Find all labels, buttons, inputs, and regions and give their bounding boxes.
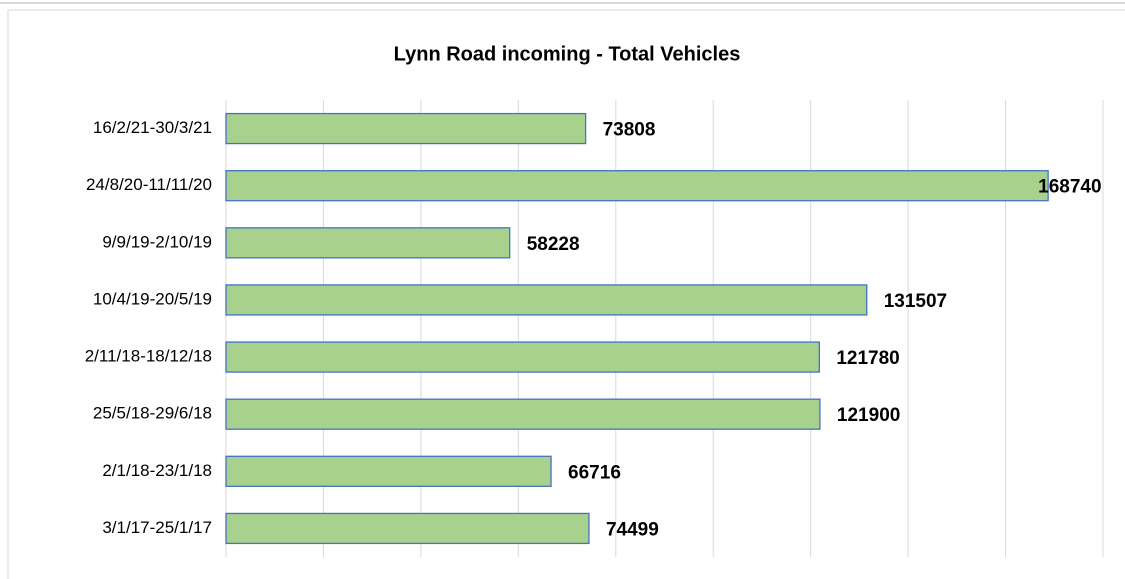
bar bbox=[225, 455, 552, 487]
data-label: 121780 bbox=[836, 348, 899, 369]
bar bbox=[225, 170, 1049, 202]
data-label: 74499 bbox=[606, 519, 659, 540]
chart-title: Lynn Road incoming - Total Vehicles bbox=[394, 43, 741, 65]
y-tick-label: 9/9/19-2/10/19 bbox=[102, 232, 212, 251]
data-label: 73808 bbox=[603, 120, 656, 141]
data-label: 131507 bbox=[884, 291, 947, 312]
y-tick-label: 3/1/17-25/1/17 bbox=[102, 518, 212, 537]
y-tick-label: 24/8/20-11/11/20 bbox=[86, 175, 212, 194]
y-tick-label: 10/4/19-20/5/19 bbox=[93, 289, 212, 308]
bar bbox=[225, 284, 868, 316]
y-tick-label: 25/5/18-29/6/18 bbox=[93, 404, 212, 423]
data-label: 121900 bbox=[837, 405, 900, 426]
y-tick-label: 2/1/18-23/1/18 bbox=[102, 461, 212, 480]
data-label: 58228 bbox=[527, 234, 580, 255]
data-label: 66716 bbox=[568, 462, 621, 483]
bar bbox=[225, 227, 511, 259]
y-tick-label: 2/11/18-18/12/18 bbox=[85, 347, 212, 366]
y-tick-label: 16/2/21-30/3/21 bbox=[93, 118, 212, 137]
bar bbox=[225, 341, 820, 373]
data-label: 168740 bbox=[1038, 177, 1101, 198]
bar bbox=[225, 398, 821, 430]
bar bbox=[225, 112, 587, 145]
bar bbox=[225, 512, 590, 545]
